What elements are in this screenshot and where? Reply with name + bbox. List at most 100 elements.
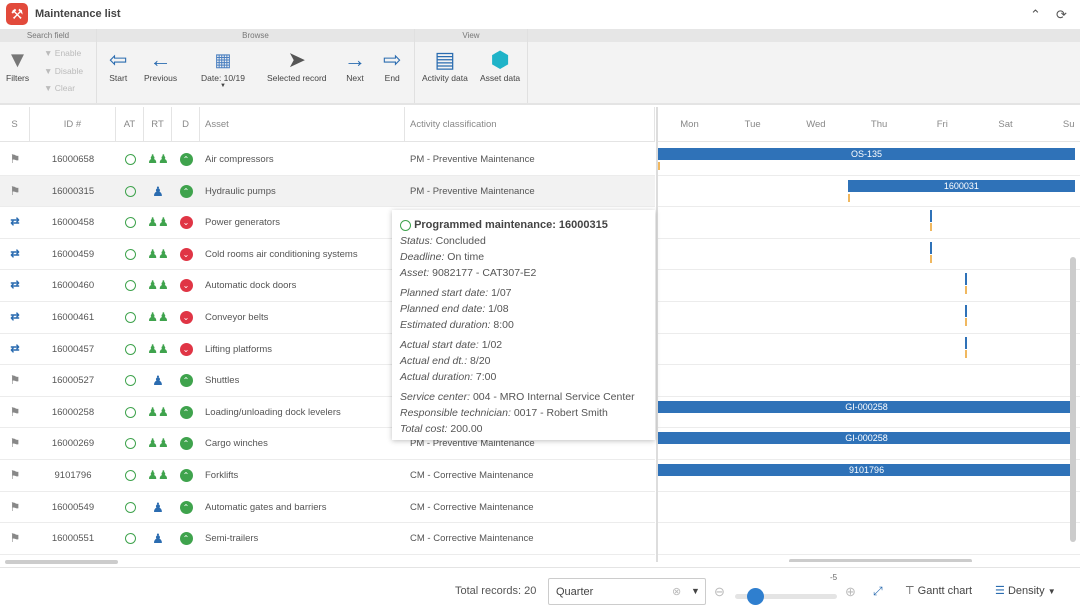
chevron-down-icon: ⌄ [179,247,193,261]
chevron-down-icon: ⌄ [179,216,193,230]
table-row[interactable]: ⚑ 16000549 ♟ ⌃ Automatic gates and barri… [0,492,655,524]
table-row[interactable]: ⚑ 16000269 ♟♟ ⌃ Cargo winches PM - Preve… [0,428,655,460]
gantt-milestone[interactable] [964,336,967,349]
column-header[interactable]: D [172,107,200,142]
table-horizontal-scrollbar[interactable] [5,560,118,564]
enable-button[interactable]: ▼ Enable [44,48,82,58]
id-cell: 16000315 [51,185,95,197]
d-cell: ⌄ [172,239,200,270]
table-row[interactable]: ⚑ 16000527 ♟ ⌃ Shuttles [0,365,655,397]
vertical-scrollbar[interactable] [1070,257,1076,542]
activity-data-button[interactable]: ▤ Activity data [422,47,468,83]
footer-bar: Total records: 20 Quarter ⊗ ▼ ⊖ -5 ⊕ ⤢ ⊤… [0,567,1080,607]
day-header: Su [1062,119,1075,130]
at-cell [116,239,144,270]
gantt-bar[interactable]: OS-135 [658,148,1076,160]
rt-cell: ♟♟ [144,302,172,333]
gantt-bar[interactable]: 1600031 [847,179,1076,192]
gantt-row-divider [658,395,1080,397]
reschedule-icon: ⇄ [10,216,20,229]
table-row[interactable]: ⚑ 9101796 ♟♟ ⌃ Forklifts CM - Corrective… [0,460,655,492]
collapse-icon[interactable]: ⌃ [1030,7,1041,22]
chevron-down-icon[interactable]: ▼ [691,586,700,596]
column-header[interactable]: Activity classification [405,107,655,142]
gantt-bar[interactable]: 9101796 [658,464,1076,476]
gantt-bar[interactable]: GI-000258 [658,432,1076,445]
zoom-slider-handle[interactable] [747,588,765,605]
asset-cell: Automatic gates and barriers [205,501,327,513]
group-icon: ♟♟ [147,310,169,324]
asset-cell: Shuttles [205,375,240,387]
gantt-horizontal-scrollbar[interactable] [789,559,972,562]
gantt-milestone[interactable] [964,305,967,317]
gantt-milestone[interactable] [929,210,932,223]
previous-button[interactable]: ← Previous [144,47,177,83]
table-row[interactable]: ⇄ 16000461 ♟♟ ⌄ Conveyor belts [0,302,655,334]
disable-button[interactable]: ▼ Disable [44,66,84,76]
group-icon: ♟♟ [147,278,169,293]
zoom-slider[interactable] [735,588,837,605]
id-cell: 16000457 [51,343,95,355]
selected-record-button[interactable]: ➤ Selected record [267,47,327,83]
checkered-flag-icon: ⚑ [9,404,21,419]
day-header: Sat [998,119,1013,130]
id-cell: 16000258 [51,406,95,418]
gantt-milestone[interactable] [964,273,967,286]
table-row[interactable]: ⚑ 16000258 ♟♟ ⌃ Loading/unloading dock l… [0,397,655,429]
table-row[interactable]: ⚑ 16000315 ♟ ⌃ Hydraulic pumps PM - Prev… [0,175,655,208]
d-cell: ⌃ [172,523,200,554]
reschedule-icon: ⇄ [10,279,20,292]
date-label: Date: 10/19 [201,73,245,83]
tooltip-value: 1/08 [485,303,509,315]
end-button[interactable]: ⇨ End [383,47,401,83]
table-row[interactable]: ⚑ 16000551 ♟ ⌃ Semi-trailers CM - Correc… [0,523,655,555]
arrow-left-icon: ← [149,47,172,72]
checkered-flag-icon: ⚑ [9,152,21,166]
tooltip-line: Planned end date: 1/08 [400,301,647,317]
asset-data-button[interactable]: ⬢ Asset data [480,47,520,83]
table-row[interactable]: ⇄ 16000457 ♟♟ ⌄ Lifting platforms [0,334,655,366]
circle-arrow-left-icon: ⇦ [109,47,128,72]
activity-label: Activity data [422,73,468,83]
compress-icon[interactable]: ⤢ [873,584,883,598]
tooltip-value: 8/20 [467,355,491,367]
column-header[interactable]: S [0,107,30,142]
gantt-chart-button[interactable]: ⊤ Gantt chart [905,584,972,597]
tooltip-line: Actual end dt.: 8/20 [400,353,647,369]
table-row[interactable]: ⇄ 16000460 ♟♟ ⌄ Automatic dock doors [0,270,655,302]
filters-button[interactable]: ▼ Filters [6,47,29,83]
asset-cell: Semi-trailers [205,533,259,545]
clock-icon [124,185,136,197]
tooltip-line: Responsible technician: 0017 - Robert Sm… [400,405,647,421]
column-header[interactable]: Asset [200,107,405,142]
table-row[interactable]: ⇄ 16000458 ♟♟ ⌄ Power generators [0,207,655,239]
id-cell: 9101796 [54,470,92,481]
status-cell: ⚑ [0,397,30,428]
gantt-bar[interactable]: GI-000258 [658,400,1076,413]
app-logo-icon: ⚒ [6,3,28,25]
group-icon: ♟♟ [147,468,169,482]
table-row[interactable]: ⇄ 16000459 ♟♟ ⌄ Cold rooms air condition… [0,239,655,271]
date-button[interactable]: ▦ Date: 10/19 ▼ [201,47,245,89]
refresh-icon[interactable]: ⟳ [1056,7,1067,22]
period-select[interactable]: Quarter ⊗ ▼ [548,578,706,605]
start-button[interactable]: ⇦ Start [109,47,127,83]
zoom-in-icon[interactable]: ⊕ [845,584,856,599]
zoom-out-icon[interactable]: ⊖ [714,584,725,599]
selected-label: Selected record [267,73,327,83]
density-button[interactable]: ☰ Density ▼ [995,584,1056,597]
rt-cell: ♟ [144,176,172,207]
column-header[interactable]: AT [116,107,144,142]
clear-icon[interactable]: ⊗ [672,586,682,598]
clear-button[interactable]: ▼ Clear [44,83,76,93]
d-cell: ⌄ [172,270,200,301]
clock-icon [124,311,136,323]
next-button[interactable]: → Next [344,47,366,83]
checkered-flag-icon: ⚑ [9,373,21,388]
table-row[interactable]: ⚑ 16000658 ♟♟ ⌃ Air compressors PM - Pre… [0,144,655,176]
column-header[interactable]: ID # [30,107,116,142]
column-header[interactable]: RT [144,107,172,142]
enable-label: Enable [54,48,82,58]
tooltip-title: Programmed maintenance: 16000315 [414,219,608,231]
gantt-milestone[interactable] [929,241,932,254]
